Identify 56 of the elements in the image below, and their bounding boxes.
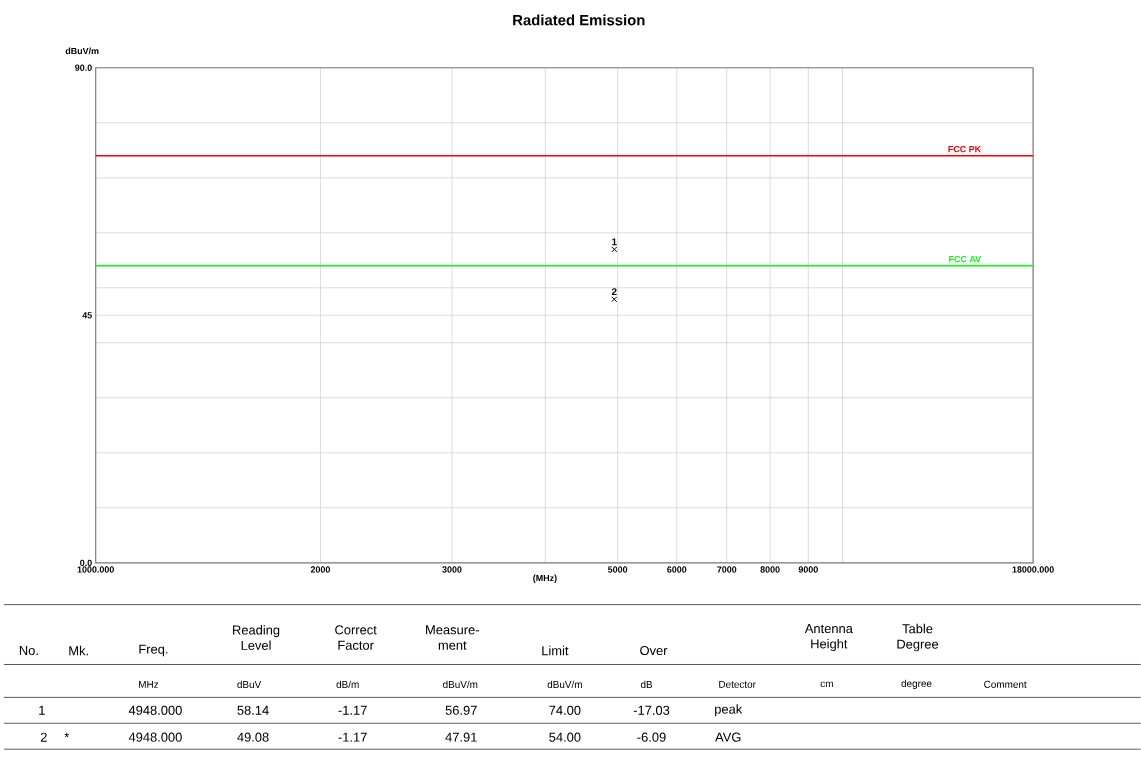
text: Table Degree: [897, 623, 939, 652]
y-tick-label: 45: [82, 312, 92, 319]
x-tick-label: 3000: [442, 566, 462, 573]
text: Antenna Height: [804, 624, 853, 651]
text: MHz: [139, 680, 159, 688]
text: 56.97: [445, 705, 477, 715]
text: degree: [901, 679, 932, 689]
text: dBuV/m: [443, 680, 478, 688]
text: AVG: [715, 732, 741, 742]
text: Over: [640, 645, 668, 656]
text: dBuV: [237, 680, 262, 688]
x-axis-title: (MHz): [533, 574, 557, 583]
y-tick-label: 0.0: [80, 559, 92, 566]
text: 54.00: [549, 732, 581, 742]
text: -6.09: [637, 732, 666, 742]
text: 4948.000: [128, 705, 182, 715]
ref-line-label: FCC PK: [948, 145, 981, 153]
y-tick-label: 90.0: [75, 64, 92, 71]
text: -1.17: [338, 732, 367, 742]
y-axis-title: dBuV/m: [65, 47, 99, 55]
text: dBuV/m: [547, 680, 582, 688]
x-tick-label: 8000: [760, 566, 780, 573]
text: Comment: [984, 680, 1027, 688]
text: cm: [820, 681, 833, 688]
text: No.: [19, 645, 38, 655]
text: Detector: [719, 680, 756, 688]
text: 49.08: [237, 732, 269, 742]
chart-title: Radiated Emission: [513, 14, 645, 26]
text: -1.17: [338, 705, 367, 715]
text: Limit: [542, 645, 569, 656]
x-tick-label: 9000: [798, 566, 818, 573]
text: 1: [39, 705, 45, 715]
text: Freq.: [139, 644, 168, 657]
text: Mk.: [69, 645, 88, 656]
text: dB: [640, 680, 653, 688]
text: Measure-ment: [426, 625, 479, 650]
text: Reading Level: [233, 625, 280, 650]
annotation: 1: [612, 238, 617, 246]
x-tick-label: 18000.000: [1012, 566, 1054, 573]
text: dB/m: [336, 680, 359, 688]
text: 2: [40, 732, 47, 742]
text: 58.14: [237, 705, 269, 715]
text: 4948.000: [128, 732, 182, 742]
text: -17.03: [633, 705, 670, 715]
x-tick-label: 2000: [310, 566, 331, 573]
text: Correct Factor: [335, 625, 377, 650]
x-tick-label: 1000.000: [77, 566, 114, 573]
x-tick-label: 7000: [717, 566, 737, 573]
text: 74.00: [549, 705, 581, 715]
annotation: 2: [611, 288, 617, 296]
x-tick-label: 5000: [608, 566, 628, 573]
text: peak: [715, 704, 743, 717]
ref-line-label: FCC AV: [949, 255, 982, 263]
x-tick-label: 6000: [667, 566, 687, 573]
text: *: [64, 732, 70, 738]
text: 47.91: [445, 732, 477, 742]
